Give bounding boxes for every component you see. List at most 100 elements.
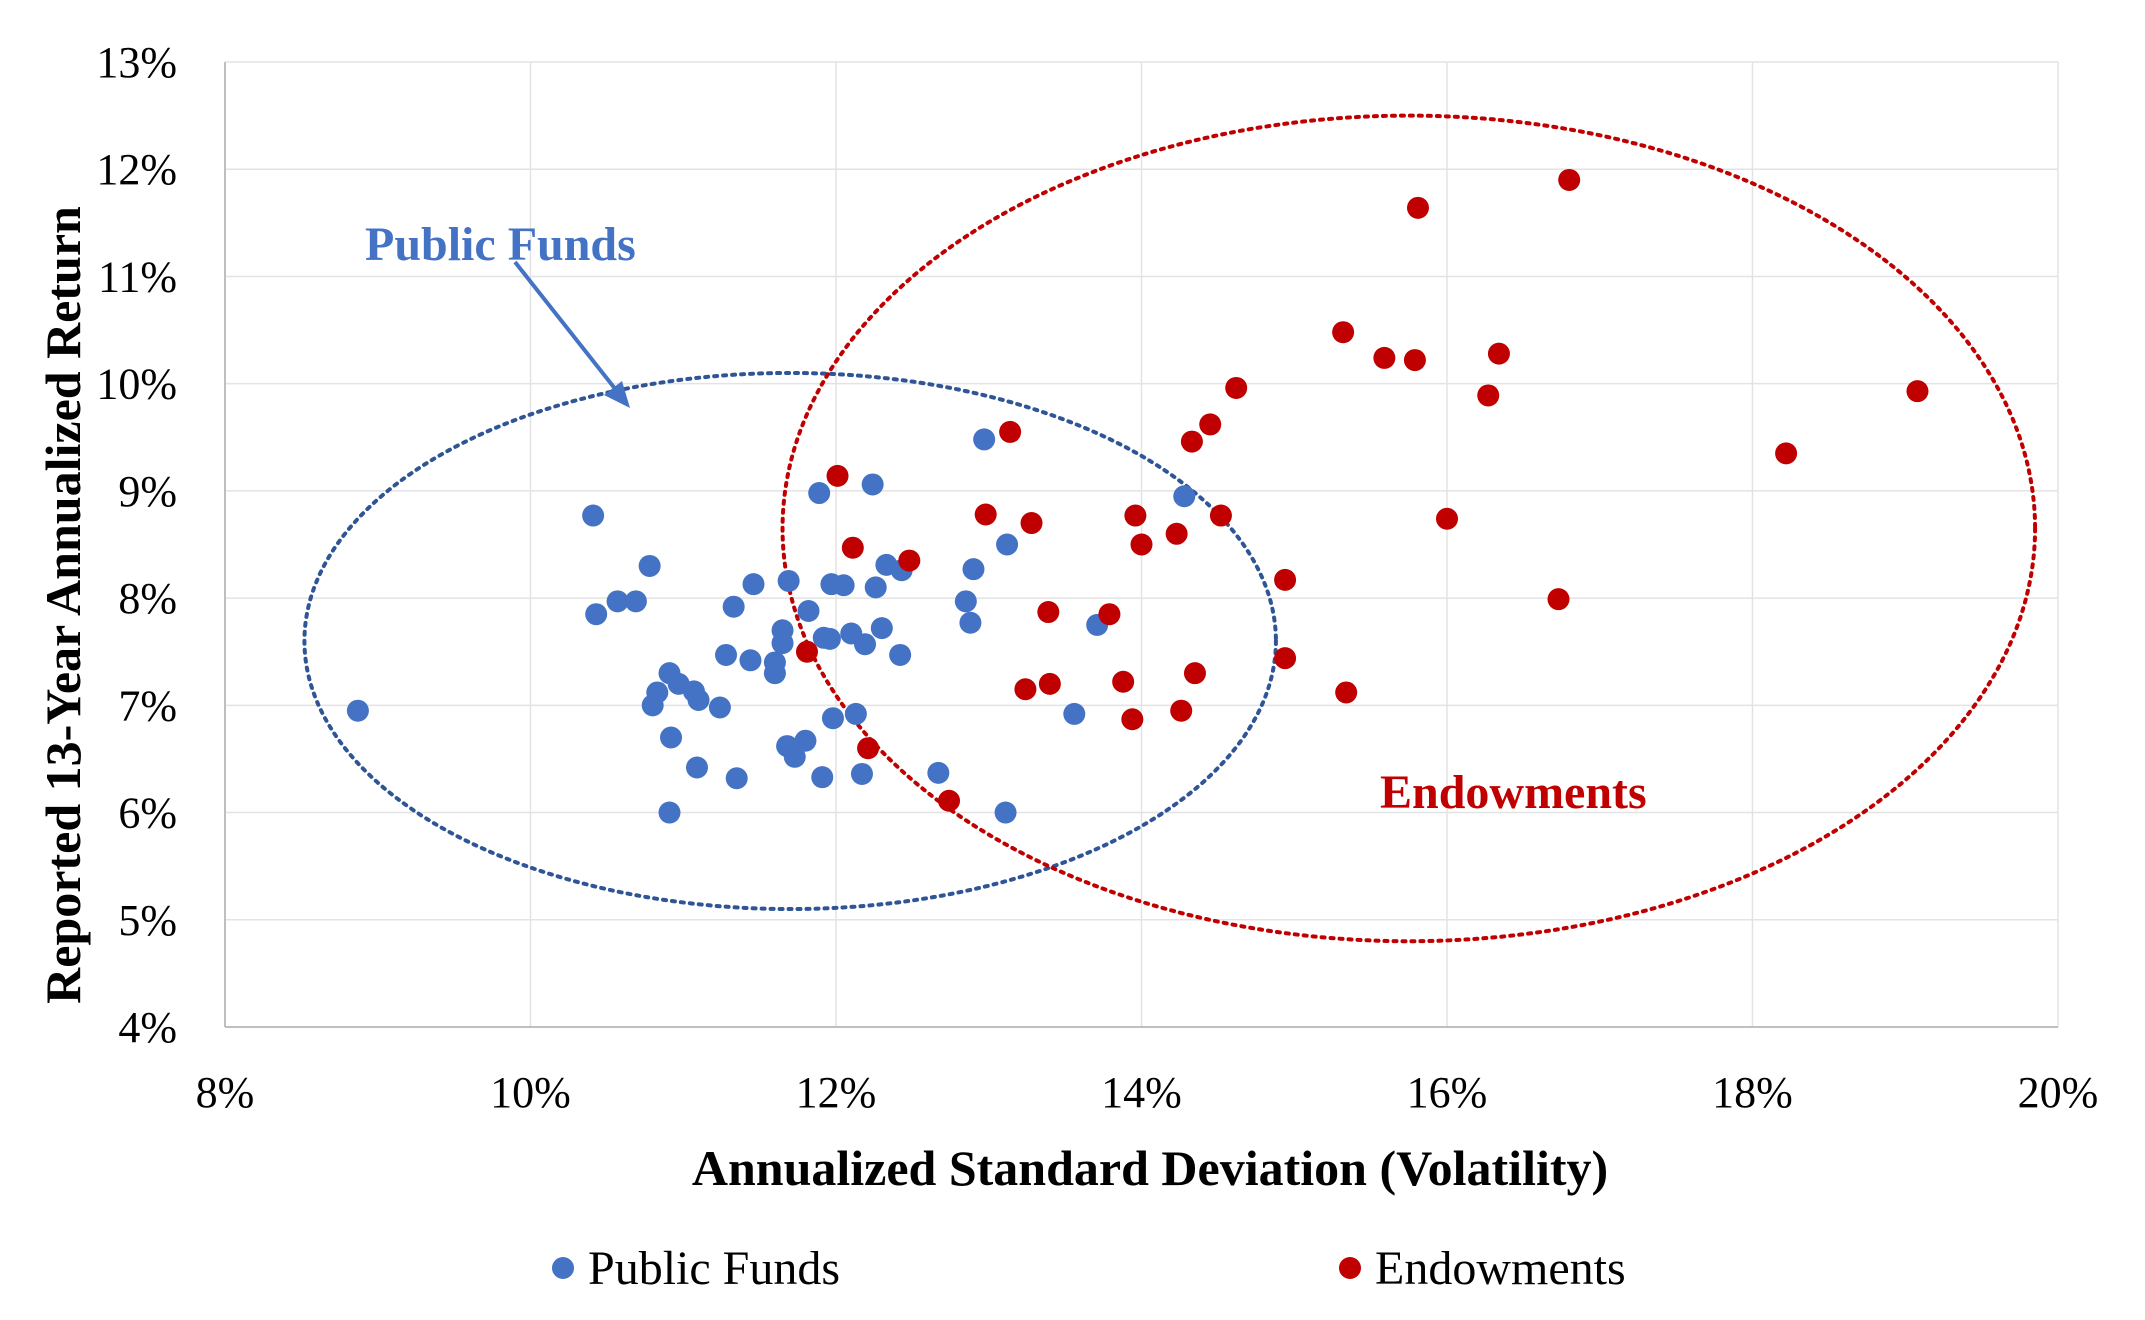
public-funds-point xyxy=(763,662,786,685)
endowments-point xyxy=(1335,681,1358,704)
endowments-point xyxy=(1130,533,1153,556)
public-funds-annotation: Public Funds xyxy=(365,218,636,408)
endowments-point xyxy=(1558,168,1581,191)
public-funds-point xyxy=(722,595,745,618)
public-funds-point xyxy=(777,569,800,592)
endowments-point xyxy=(999,420,1022,443)
endowments-point xyxy=(1436,507,1458,530)
legend-label-public-funds: Public Funds xyxy=(588,1242,840,1295)
endowments-point xyxy=(1403,349,1426,372)
endowments-point xyxy=(1209,504,1232,527)
public-funds-point xyxy=(685,756,708,779)
public-funds-point xyxy=(854,633,877,656)
legend-marker-public-funds xyxy=(552,1257,574,1279)
endowments-point xyxy=(1274,568,1297,591)
public-funds-point xyxy=(1063,702,1086,725)
public-funds-point xyxy=(994,801,1017,824)
public-funds-point xyxy=(715,643,738,666)
endowments-point xyxy=(1406,196,1429,219)
public-funds-point xyxy=(870,617,893,640)
y-tick-label: 7% xyxy=(118,681,177,730)
endowments-point xyxy=(1477,384,1500,407)
endowments-point xyxy=(1037,601,1060,624)
y-tick-label: 8% xyxy=(118,574,177,623)
y-tick-label: 4% xyxy=(118,1003,177,1052)
endowments-point xyxy=(1183,662,1206,685)
legend-label-endowments: Endowments xyxy=(1375,1242,1626,1295)
public-funds-point xyxy=(582,504,605,527)
public-funds-ellipse xyxy=(302,370,1278,912)
public-funds-point xyxy=(864,576,887,599)
public-funds-point xyxy=(996,533,1019,556)
y-tick-label: 5% xyxy=(118,896,177,945)
endowments-point xyxy=(1165,522,1188,545)
x-axis-title: Annualized Standard Deviation (Volatilit… xyxy=(692,1140,1608,1196)
group-ellipses xyxy=(302,113,2038,944)
endowments-point xyxy=(1373,346,1396,369)
public-funds-point xyxy=(708,696,731,719)
public-funds-point xyxy=(783,745,806,768)
public-funds-point xyxy=(821,707,844,730)
endowments-point xyxy=(898,549,921,572)
public-funds-point xyxy=(861,473,884,496)
endowments-annotation-text: Endowments xyxy=(1380,766,1647,819)
public-funds-point xyxy=(1173,485,1196,508)
endowments-ellipse xyxy=(780,113,2038,944)
public-funds-point xyxy=(658,801,681,824)
public-funds-annotation-text: Public Funds xyxy=(365,218,636,271)
public-funds-point xyxy=(739,649,762,672)
public-funds-point xyxy=(811,766,834,789)
y-tick-label: 12% xyxy=(96,145,177,194)
public-funds-point xyxy=(818,627,841,650)
legend: Public Funds Endowments xyxy=(552,1242,1626,1295)
x-tick-label: 14% xyxy=(1101,1068,1182,1117)
x-tick-label: 10% xyxy=(490,1068,571,1117)
public-funds-point xyxy=(959,611,982,634)
endowments-point xyxy=(1020,512,1043,535)
endowments-point xyxy=(1014,678,1037,701)
public-funds-point xyxy=(585,603,608,626)
x-tick-label: 20% xyxy=(2018,1068,2099,1117)
x-tick-label: 8% xyxy=(196,1068,255,1117)
x-tick-label: 16% xyxy=(1407,1068,1488,1117)
endowments-point xyxy=(1199,413,1222,436)
public-funds-point xyxy=(808,482,831,505)
public-funds-point xyxy=(962,558,985,581)
endowments-point xyxy=(841,536,864,559)
public-funds-point xyxy=(742,573,765,596)
public-funds-point xyxy=(927,761,950,784)
public-funds-point xyxy=(346,699,369,722)
y-tick-label: 10% xyxy=(96,360,177,409)
y-tick-label: 6% xyxy=(118,789,177,838)
public-funds-point xyxy=(638,554,661,577)
public-funds-point xyxy=(794,729,817,752)
endowments-point xyxy=(1487,342,1510,365)
legend-marker-endowments xyxy=(1339,1257,1361,1279)
public-funds-point xyxy=(832,574,855,597)
data-points xyxy=(346,168,1929,824)
gridlines xyxy=(225,61,2059,1027)
y-axis-title: Reported 13-Year Annualized Return xyxy=(35,206,91,1004)
endowments-point xyxy=(1547,588,1570,611)
public-funds-point xyxy=(889,643,912,666)
y-tick-label: 9% xyxy=(118,467,177,516)
public-funds-point xyxy=(606,590,629,613)
endowments-point xyxy=(795,640,818,663)
endowments-point xyxy=(1112,670,1135,693)
public-funds-point xyxy=(797,599,820,622)
public-funds-point xyxy=(844,702,867,725)
endowments-point xyxy=(1170,699,1193,722)
public-funds-point xyxy=(646,681,669,704)
endowments-point xyxy=(826,464,849,487)
endowments-point xyxy=(1332,321,1355,344)
endowments-point xyxy=(974,503,997,526)
endowments-point xyxy=(1098,603,1121,626)
endowments-point xyxy=(1180,430,1203,453)
public-funds-point xyxy=(660,726,683,749)
axes xyxy=(224,62,2058,1028)
public-funds-annotation-arrow xyxy=(513,260,622,397)
y-tick-label: 11% xyxy=(98,252,177,301)
public-funds-point xyxy=(687,688,710,711)
endowments-point xyxy=(1124,504,1147,527)
